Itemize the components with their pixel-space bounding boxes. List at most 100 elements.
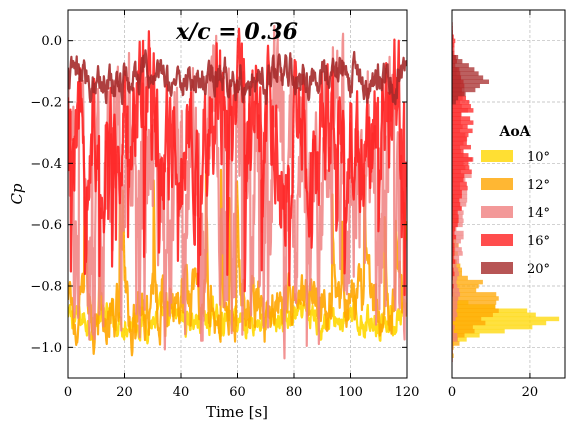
legend-label: 12° (527, 178, 550, 193)
hist-bar (452, 328, 505, 334)
x-tick-label: 20 (116, 385, 133, 400)
hist-bar (452, 337, 467, 342)
hist-bar (452, 353, 454, 358)
x-tick-label: 60 (229, 385, 246, 400)
hist-bar (452, 275, 458, 281)
hist-bar (452, 99, 470, 105)
hist-bar (452, 210, 458, 215)
hist-bar (452, 283, 479, 289)
hist-bar (452, 194, 462, 199)
hist-bar (452, 202, 461, 207)
legend-label: 16° (527, 234, 550, 249)
hist-bar (452, 333, 480, 338)
hist-bar (452, 198, 468, 203)
hist-bar (452, 67, 475, 72)
hist-bar (452, 165, 470, 170)
hist-bar (452, 271, 455, 277)
hist-bar (452, 288, 460, 293)
hist-bar (452, 124, 468, 129)
hist-bar (452, 218, 459, 224)
hist-bar (452, 324, 533, 330)
hist-bar (452, 263, 457, 268)
x-tick-label: 100 (338, 385, 363, 400)
hist-bar (452, 271, 460, 277)
hist-bar (452, 312, 493, 318)
hist-bar (452, 132, 469, 138)
hist-bar (452, 328, 475, 334)
hist-bar (452, 99, 456, 105)
legend: AoA 10° 12° 14° 16° 20° (481, 124, 550, 277)
hist-bar (452, 222, 458, 228)
x-axis-title: Time [s] (206, 403, 268, 421)
hist-bar (452, 337, 458, 342)
hist-bar (452, 95, 459, 101)
legend-swatch (481, 234, 513, 246)
hist-bar (452, 120, 474, 125)
hist-bar (452, 255, 454, 260)
hist-bar (452, 279, 483, 285)
hist-bar (452, 308, 457, 313)
hist-bars-group (452, 22, 560, 363)
series-line (68, 49, 407, 106)
hist-bar (452, 283, 458, 289)
legend-swatch (481, 150, 513, 162)
y-tick-label: −1.0 (30, 341, 62, 356)
legend-swatch (481, 206, 513, 218)
x-tick-label: 80 (286, 385, 303, 400)
x-tick-label: 0 (64, 385, 72, 400)
hist-bar (452, 308, 499, 313)
hist-bar (452, 300, 497, 305)
hist-bar (452, 91, 466, 97)
hist-bar (452, 177, 464, 183)
hist-bar (452, 153, 469, 158)
hist-bar (452, 54, 459, 60)
hist-bar (452, 83, 480, 89)
hist-bar (452, 275, 468, 281)
x-tick-label: 120 (395, 385, 420, 400)
hist-bar (452, 304, 458, 309)
series-line (68, 168, 407, 357)
hist-bar (452, 210, 464, 215)
hist-bar (452, 316, 456, 322)
hist-bar (452, 296, 459, 301)
main-ticks: 0 20 40 60 80 100 120 −1.0 −0.8 −0.6 −0.4 −0.2 0.0 (30, 10, 419, 400)
hist-bar (452, 247, 455, 252)
hist-plot-frame (451, 9, 566, 379)
y-axis-title: Cp (8, 183, 26, 204)
hist-bar (452, 292, 497, 297)
hist-bar (452, 259, 460, 264)
hist-bar (452, 173, 465, 179)
hist-bar (452, 63, 469, 68)
hist-bar (452, 255, 460, 260)
legend-label: 14° (527, 206, 550, 221)
hist-bar (452, 108, 474, 113)
hist-bar (452, 234, 457, 240)
hist-bar (452, 267, 454, 273)
hist-bar (452, 59, 463, 64)
hist-bar (452, 238, 454, 244)
hist-bar (452, 341, 460, 346)
hist-bar (452, 279, 457, 285)
hist-bar (452, 304, 496, 309)
hist-x-tick-label: 0 (448, 385, 456, 400)
hist-bar (452, 116, 471, 121)
hist-bar (452, 46, 454, 52)
hist-bar (452, 75, 484, 80)
x-tick-label: 40 (173, 385, 190, 400)
hist-x-tick-label: 20 (522, 385, 539, 400)
hist-bar (452, 144, 471, 150)
hist-bar (452, 267, 459, 273)
legend-swatch (481, 178, 513, 190)
hist-bar (452, 181, 467, 187)
hist-bar (452, 243, 459, 248)
series-line (68, 27, 407, 297)
hist-bar (452, 185, 468, 191)
hist-bar (452, 328, 454, 334)
hist-bar (452, 149, 464, 154)
hist-bar (452, 230, 464, 236)
hist-bar (452, 333, 465, 338)
hist-bar (452, 316, 560, 322)
legend-swatch (481, 262, 513, 274)
hist-bar (452, 95, 467, 101)
